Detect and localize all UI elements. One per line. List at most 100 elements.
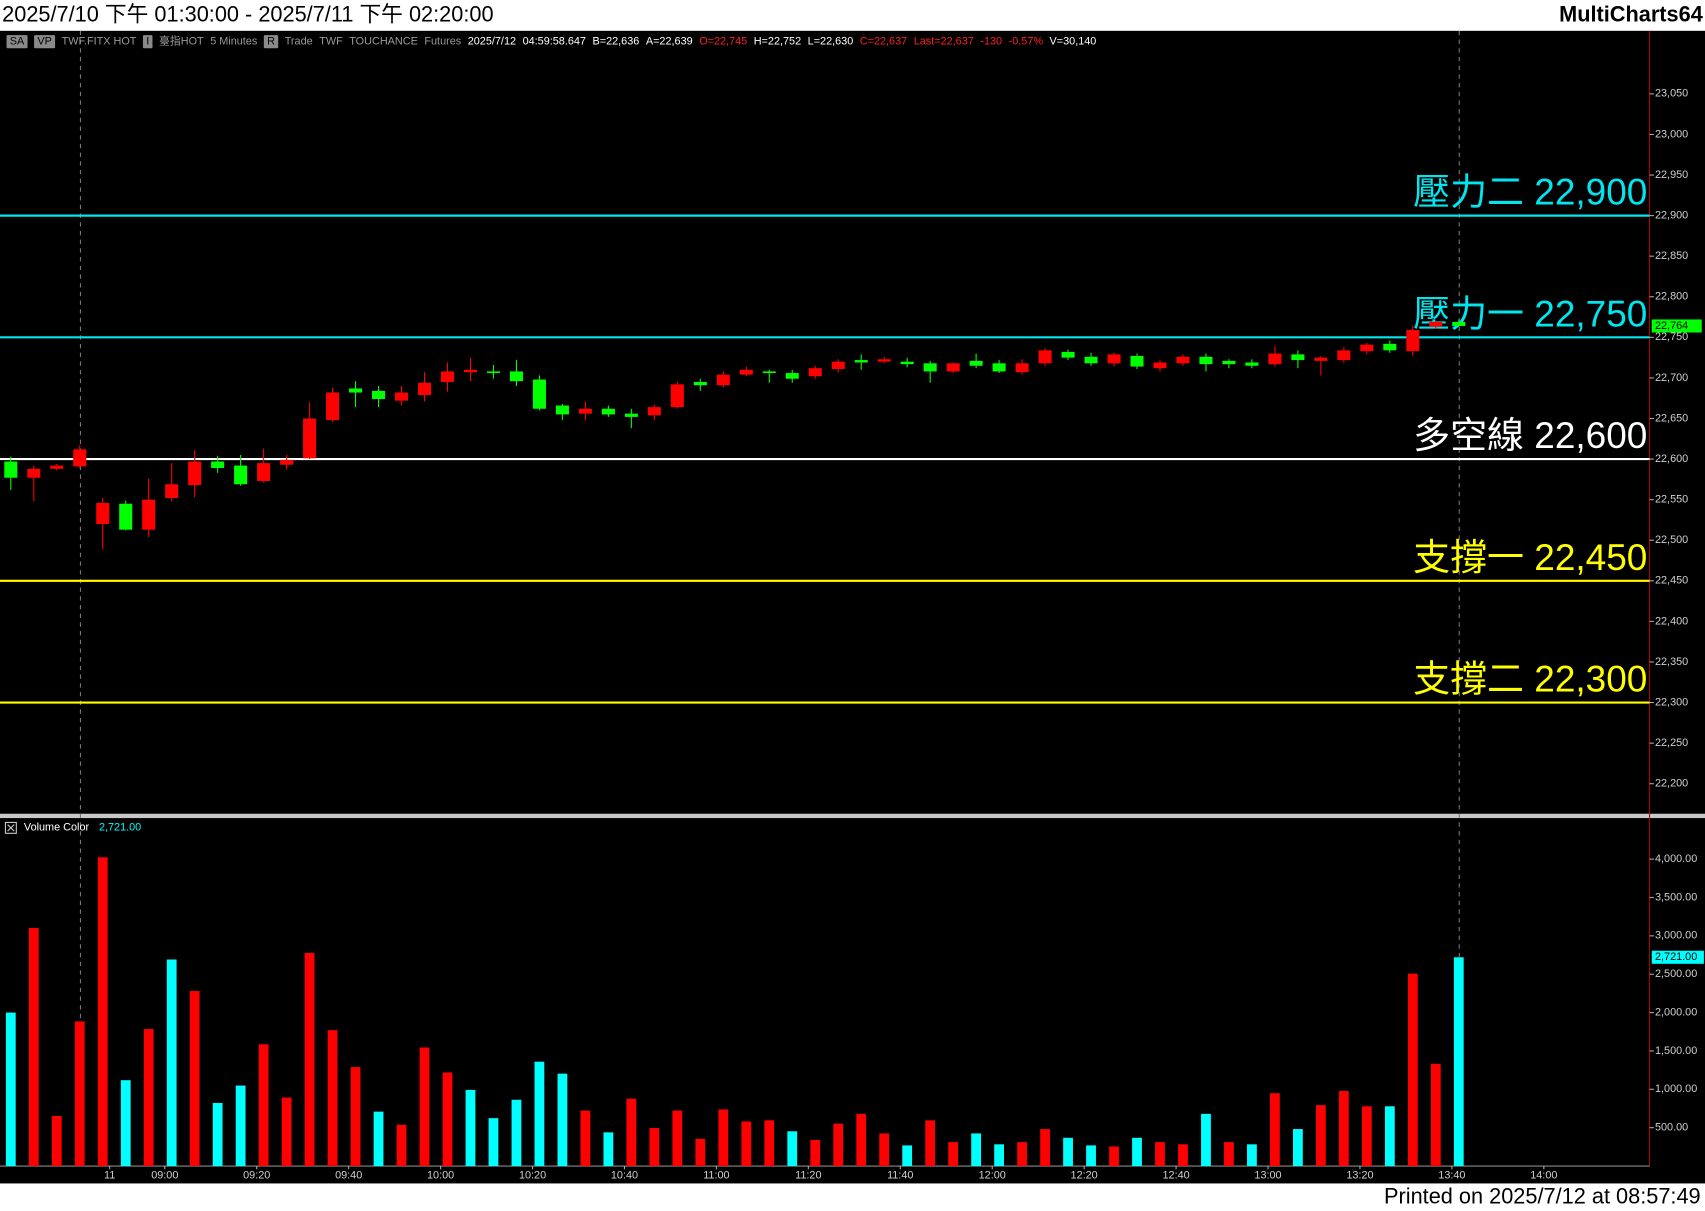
y-tick-label: 4,000.00 bbox=[1655, 853, 1697, 865]
candle-body bbox=[509, 371, 523, 382]
candle-body bbox=[900, 361, 914, 365]
candle-body bbox=[1452, 321, 1466, 326]
volume-bar bbox=[1384, 1106, 1395, 1167]
checkbox-mark bbox=[7, 824, 15, 832]
volume-bar bbox=[189, 991, 200, 1167]
info-text: TWF bbox=[319, 36, 343, 48]
toolbar-button[interactable] bbox=[263, 35, 279, 49]
candle-body bbox=[739, 369, 753, 375]
y-tick-label: 22,950 bbox=[1655, 169, 1688, 181]
volume-bar bbox=[465, 1089, 476, 1167]
x-tick-label: 09:40 bbox=[335, 1170, 362, 1182]
volume-bar bbox=[948, 1142, 959, 1167]
volume-bar bbox=[1292, 1129, 1303, 1167]
candle-body bbox=[417, 382, 432, 395]
candle-body bbox=[1061, 351, 1075, 358]
candle-body bbox=[257, 463, 271, 481]
y-tick-label: 23,050 bbox=[1655, 88, 1688, 100]
last-volume-label: 2,721.00 bbox=[1655, 951, 1697, 963]
candle-body bbox=[1429, 321, 1443, 327]
volume-bar bbox=[902, 1145, 913, 1167]
volume-bar bbox=[534, 1061, 545, 1167]
x-tick-label: 13:40 bbox=[1438, 1170, 1465, 1182]
info-text: O=22,745 bbox=[699, 36, 747, 48]
level-label: 支撐二 22,300 bbox=[1413, 659, 1647, 700]
volume-bar bbox=[1338, 1091, 1349, 1167]
volume-bar bbox=[764, 1120, 775, 1167]
candle-body bbox=[1222, 360, 1236, 365]
toolbar-button[interactable] bbox=[34, 35, 56, 49]
volume-pane-title: Volume Color bbox=[24, 822, 90, 834]
toolbar-button[interactable] bbox=[6, 35, 28, 49]
info-text: B=22,636 bbox=[593, 36, 640, 48]
candle-body bbox=[486, 371, 500, 374]
info-text: -0.57% bbox=[1009, 36, 1044, 48]
volume-bar bbox=[580, 1110, 591, 1167]
volume-bar bbox=[1315, 1105, 1326, 1167]
volume-bar bbox=[51, 1116, 62, 1167]
candle-body bbox=[4, 461, 18, 478]
candle-body bbox=[969, 360, 983, 366]
volume-bar bbox=[1430, 1063, 1441, 1167]
volume-bar bbox=[419, 1047, 430, 1167]
volume-bar bbox=[1224, 1142, 1234, 1167]
volume-bar bbox=[373, 1111, 384, 1167]
level-label: 支撐一 22,450 bbox=[1413, 537, 1647, 578]
volume-bar bbox=[1178, 1144, 1188, 1167]
info-text: SA bbox=[10, 36, 25, 48]
info-text: H=22,752 bbox=[754, 36, 801, 48]
volume-bar bbox=[649, 1127, 660, 1167]
info-text: 臺指HOT bbox=[159, 34, 204, 48]
level-label: 多空線 22,600 bbox=[1413, 415, 1647, 456]
x-tick-label: 13:20 bbox=[1346, 1170, 1373, 1182]
last-price-tag bbox=[1651, 319, 1702, 333]
y-tick-label: 3,500.00 bbox=[1655, 891, 1697, 903]
volume-bar bbox=[557, 1073, 568, 1167]
info-text: VP bbox=[37, 36, 52, 48]
candle-body bbox=[1268, 353, 1282, 365]
volume-bar bbox=[488, 1118, 499, 1167]
candle-body bbox=[119, 503, 133, 530]
print-footer: Printed on 2025/7/12 at 08:57:49 bbox=[1384, 1183, 1701, 1208]
volume-bar bbox=[143, 1029, 154, 1167]
volume-bar bbox=[741, 1121, 752, 1167]
checkbox[interactable] bbox=[4, 821, 17, 834]
volume-bar bbox=[1247, 1144, 1257, 1167]
info-text: Last=22,637 bbox=[914, 36, 974, 48]
volume-bar bbox=[5, 1012, 16, 1167]
volume-bar bbox=[787, 1131, 798, 1167]
x-tick-label: 12:00 bbox=[979, 1170, 1006, 1182]
candle-body bbox=[946, 363, 960, 372]
x-tick-label: 11 bbox=[104, 1170, 115, 1182]
candle-body bbox=[854, 360, 868, 363]
y-tick-label: 22,550 bbox=[1655, 494, 1688, 506]
candle-body bbox=[1130, 356, 1144, 367]
volume-bar bbox=[350, 1067, 361, 1167]
volume-bar bbox=[603, 1132, 614, 1167]
volume-bar bbox=[97, 857, 108, 1167]
last-price-label: 22,764 bbox=[1655, 320, 1688, 332]
x-tick-label: 10:00 bbox=[427, 1170, 454, 1182]
chart-background bbox=[0, 30, 1705, 1184]
info-text: C=22,637 bbox=[860, 36, 907, 48]
last-volume-tag bbox=[1651, 950, 1704, 964]
candle-body bbox=[808, 368, 822, 377]
candle-body bbox=[463, 369, 478, 373]
y-tick-label: 22,900 bbox=[1655, 209, 1688, 221]
toolbar-button[interactable] bbox=[142, 35, 153, 49]
volume-bar bbox=[396, 1124, 407, 1167]
volume-bar bbox=[1017, 1142, 1027, 1167]
y-tick-label: 500.00 bbox=[1655, 1122, 1688, 1134]
info-text: 04:59:58.647 bbox=[523, 36, 586, 48]
volume-bar bbox=[1086, 1145, 1096, 1167]
volume-bar bbox=[810, 1139, 821, 1167]
volume-bar bbox=[281, 1097, 292, 1167]
candle-body bbox=[73, 449, 87, 467]
info-text: R bbox=[267, 36, 275, 48]
candle-body bbox=[578, 408, 592, 414]
volume-bar bbox=[28, 927, 39, 1167]
candle-body bbox=[188, 461, 202, 486]
volume-bar bbox=[971, 1133, 982, 1167]
volume-bar bbox=[1040, 1129, 1050, 1167]
